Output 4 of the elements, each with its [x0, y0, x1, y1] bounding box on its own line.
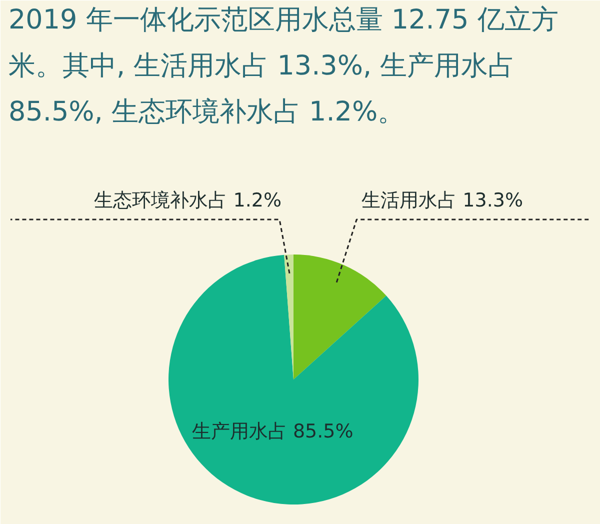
slice-label: 生活用水占 13.3%: [362, 190, 524, 212]
slice-label: 生产用水占 85.5%: [192, 420, 354, 443]
chart-title: 2019 年一体化示范区用水总量 12.75 亿立方米。其中, 生活用水占 13.3%, 生产用水占 85.5%, 生态环境补水占 1.2%。: [8, 4, 558, 128]
slice-label: 生态环境补水占 1.2%: [94, 190, 282, 212]
